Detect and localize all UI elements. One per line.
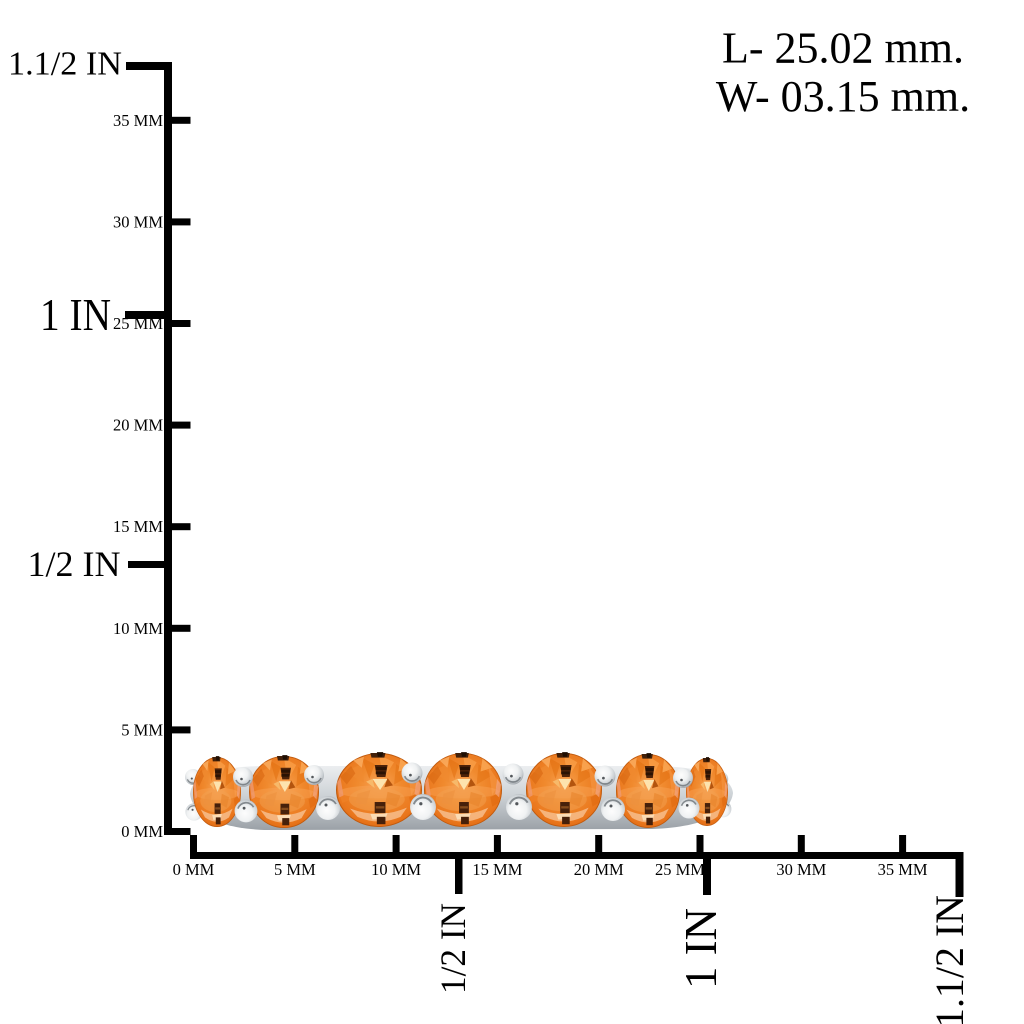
svg-text:10 MM: 10 MM [113,619,163,638]
svg-text:1/2 IN: 1/2 IN [28,544,121,584]
svg-text:1.1/2 IN: 1.1/2 IN [8,46,122,83]
svg-text:25 MM: 25 MM [655,860,705,879]
svg-text:25 MM: 25 MM [113,314,163,333]
svg-text:15 MM: 15 MM [113,517,163,536]
svg-text:5 MM: 5 MM [274,860,316,879]
svg-text:35 MM: 35 MM [113,111,163,130]
svg-text:30 MM: 30 MM [113,212,163,231]
svg-text:20 MM: 20 MM [113,416,163,435]
svg-text:1.1/2 IN: 1.1/2 IN [927,895,972,1024]
svg-text:20 MM: 20 MM [574,860,624,879]
svg-text:5 MM: 5 MM [121,720,163,739]
svg-text:0 MM: 0 MM [173,860,215,879]
svg-text:L- 25.02 mm.: L- 25.02 mm. [722,24,964,73]
svg-text:W- 03.15 mm.: W- 03.15 mm. [716,72,970,121]
svg-text:35 MM: 35 MM [878,860,928,879]
svg-text:15 MM: 15 MM [472,860,522,879]
svg-text:30 MM: 30 MM [776,860,826,879]
svg-text:1 IN: 1 IN [40,289,111,340]
svg-text:10 MM: 10 MM [371,860,421,879]
svg-text:1/2 IN: 1/2 IN [433,903,473,994]
svg-text:1 IN: 1 IN [675,908,726,989]
svg-text:0 MM: 0 MM [121,822,163,841]
